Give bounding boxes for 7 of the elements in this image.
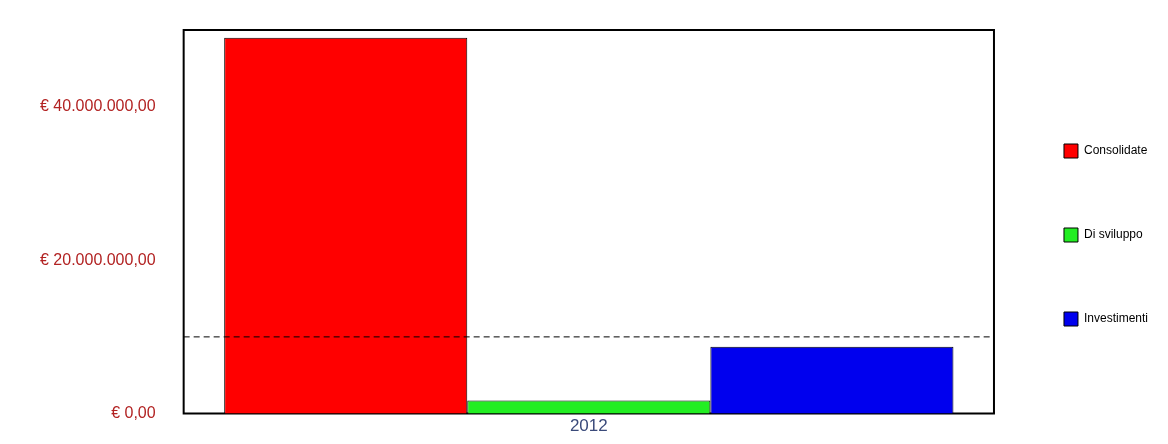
y-tick-label: € 0,00 [111, 404, 156, 422]
y-tick-label: € 20.000.000,00 [39, 250, 156, 268]
legend-label: Consolidate [1083, 143, 1148, 158]
legend-label: Investimenti [1083, 311, 1149, 326]
y-tick-label: € 40.000.000,00 [39, 97, 156, 115]
legend-label: Di sviluppo [1083, 227, 1143, 242]
x-tick-label: 2012 [569, 416, 608, 436]
